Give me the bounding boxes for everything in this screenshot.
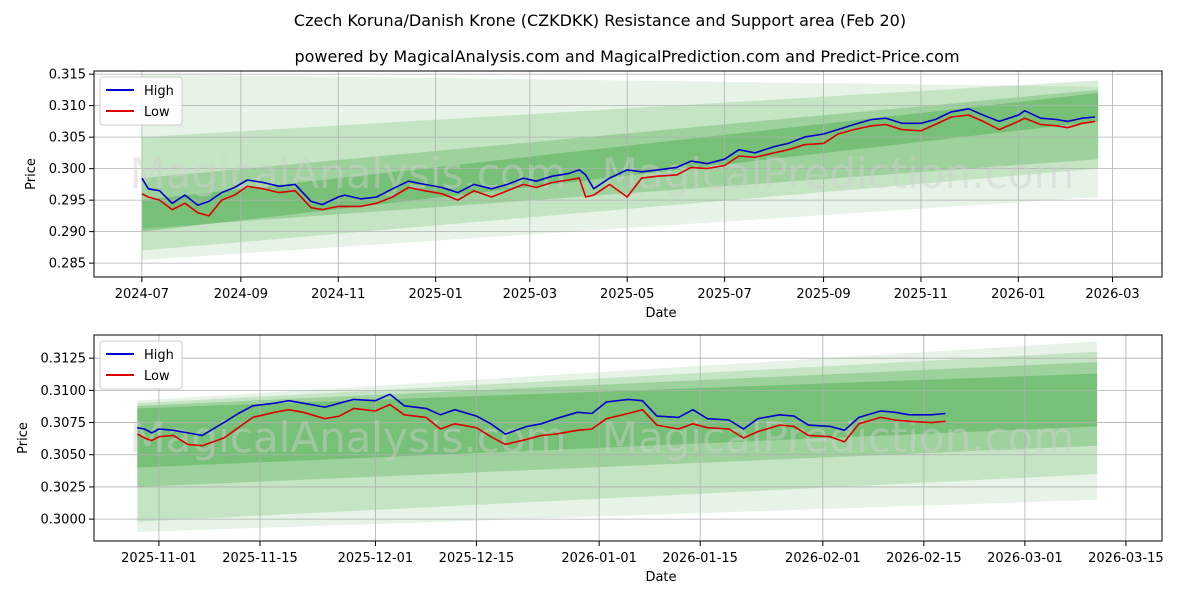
x-tick-label: 2024-07	[115, 287, 169, 302]
x-tick-label: 2026-03-15	[1088, 551, 1164, 566]
support-resistance-band-1	[137, 341, 1098, 532]
y-tick-label: 0.285	[49, 257, 86, 272]
series-line-high	[137, 393, 946, 437]
watermark-text: MagicalPrediction.com	[602, 413, 1075, 462]
top-chart: MagicalAnalysis.com MagicalPrediction.com…	[24, 68, 1163, 321]
x-tick-label: 2025-09	[796, 287, 850, 302]
legend-label-low: Low	[144, 369, 170, 384]
y-tick-label: 0.310	[49, 99, 86, 114]
axes-frame	[93, 334, 1163, 542]
x-tick-label: 2025-03	[503, 287, 557, 302]
x-tick-label: 2025-05	[600, 287, 654, 302]
support-resistance-band-1	[141, 74, 1099, 260]
watermark-text: MagicalAnalysis.com	[130, 149, 567, 198]
x-tick-label: 2026-02-01	[785, 551, 861, 566]
y-tick-label: 0.305	[49, 131, 86, 146]
x-tick-label: 2025-11	[894, 287, 948, 302]
legend: High Low	[99, 340, 183, 390]
support-resistance-band-3	[137, 362, 1098, 487]
legend: High Low	[99, 76, 183, 126]
y-tick-label: 0.300	[49, 162, 86, 177]
x-tick-label: 2024-11	[311, 287, 365, 302]
x-tick-label: 2025-07	[697, 287, 751, 302]
y-tick-label: 0.3000	[41, 513, 87, 528]
x-tick-label: 2026-01-15	[662, 551, 738, 566]
y-tick-label: 0.3075	[41, 416, 87, 431]
watermark-text: MagicalAnalysis.com	[130, 413, 567, 462]
legend-label-high: High	[144, 84, 174, 99]
series-line-high	[141, 108, 1096, 206]
series-line-low	[141, 114, 1096, 217]
x-tick-label: 2026-01	[991, 287, 1045, 302]
y-axis-label: Price	[24, 158, 39, 190]
y-tick-label: 0.290	[49, 225, 86, 240]
chart-subtitle: powered by MagicalAnalysis.com and Magic…	[294, 47, 959, 66]
series-line-low	[136, 403, 946, 447]
watermark-text: MagicalPrediction.com	[602, 149, 1075, 198]
y-tick-label: 0.3100	[41, 384, 87, 399]
plot-content: MagicalAnalysis.com MagicalPrediction.com	[94, 335, 1162, 541]
x-tick-label: 2025-11-15	[222, 551, 298, 566]
x-tick-label: 2025-01	[408, 287, 462, 302]
y-tick-label: 0.3125	[41, 352, 87, 367]
legend-label-low: Low	[144, 105, 170, 120]
y-tick-label: 0.315	[49, 68, 86, 83]
support-resistance-band-2	[137, 351, 1098, 522]
plot-area	[94, 335, 1162, 541]
support-resistance-band-4	[137, 373, 1098, 468]
y-tick-label: 0.3025	[41, 480, 87, 495]
y-tick-label: 0.3050	[41, 448, 87, 463]
chart-title: Czech Koruna/Danish Krone (CZKDKK) Resis…	[294, 11, 906, 30]
y-axis-label: Price	[16, 422, 31, 454]
x-tick-label: 2026-03-01	[987, 551, 1063, 566]
x-tick-label: 2026-01-01	[561, 551, 637, 566]
x-tick-label: 2026-03	[1085, 287, 1139, 302]
legend-label-high: High	[144, 348, 174, 363]
support-resistance-band-3	[141, 89, 1099, 229]
plot-content: MagicalAnalysis.com MagicalPrediction.com	[94, 71, 1162, 277]
x-tick-label: 2025-11-01	[121, 551, 197, 566]
x-tick-label: 2025-12-15	[439, 551, 515, 566]
y-tick-label: 0.295	[49, 194, 86, 209]
x-tick-label: 2026-02-15	[886, 551, 962, 566]
axes-frame	[93, 70, 1163, 278]
x-tick-label: 2024-09	[214, 287, 268, 302]
bottom-chart: MagicalAnalysis.com MagicalPrediction.com…	[16, 334, 1164, 585]
x-axis-label: Date	[645, 306, 676, 321]
x-axis-label: Date	[645, 570, 676, 585]
x-tick-label: 2025-12-01	[338, 551, 414, 566]
